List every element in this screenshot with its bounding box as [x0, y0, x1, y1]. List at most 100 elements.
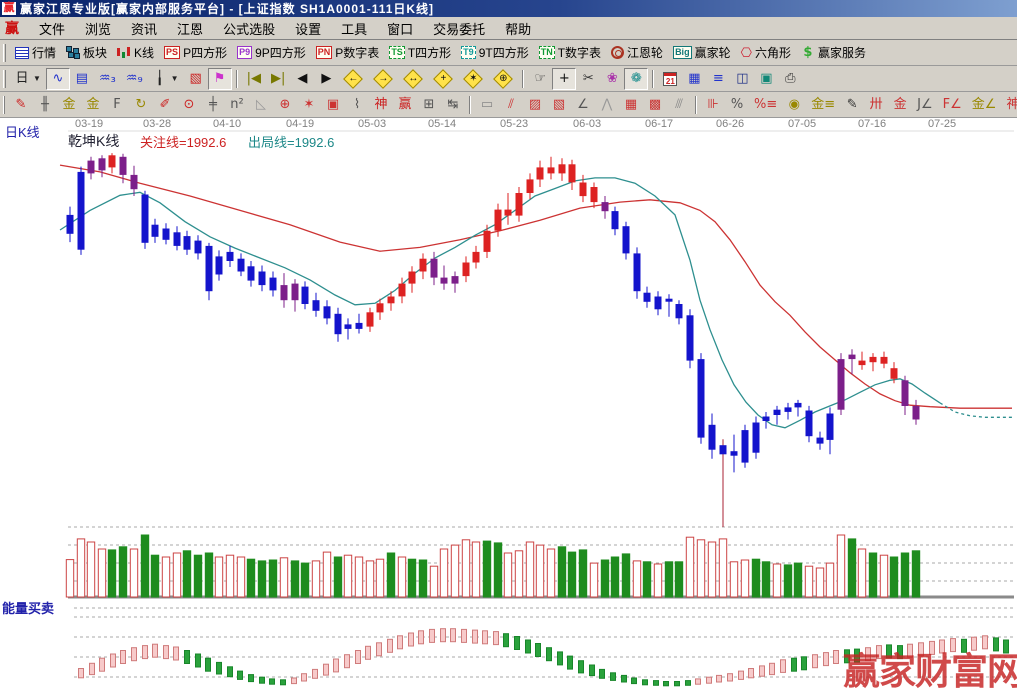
toolbar-grip[interactable] [3, 69, 6, 88]
tool-width-tool-icon[interactable]: ↹ [441, 93, 465, 116]
tool-angle-lines-icon[interactable]: ∠ [571, 93, 595, 116]
tool-gold-grid-2-icon[interactable]: 金 [81, 93, 105, 116]
tool-hand-icon[interactable]: ☞ [528, 67, 553, 90]
tool-grid-box-2-icon[interactable]: ▩ [643, 93, 667, 116]
date-axis-label: 05-03 [358, 118, 386, 130]
tool-fan-lines-icon[interactable]: ⫽ [499, 93, 523, 116]
menu-settings[interactable]: 设置 [295, 21, 322, 37]
tool-percent-ruler-icon[interactable]: ⊪ [701, 93, 725, 116]
date-axis-label: 07-05 [788, 118, 816, 130]
chart-canvas[interactable]: 03-19 03-28 04-10 04-19 05-03 05-14 05-23 06-03… [0, 118, 1017, 690]
tool-grid-red-icon[interactable]: 卅 [864, 93, 889, 116]
toolbar-grip[interactable] [3, 95, 5, 114]
tool-n2-tool-icon[interactable]: n² [225, 93, 249, 116]
tool-multi-chart-9-icon[interactable]: ♒₉ [120, 67, 148, 90]
tool-diamond-horizontal-icon[interactable]: ↔ [398, 67, 429, 90]
toolbar-button-gann-wheel[interactable]: 江恩轮 [606, 41, 669, 64]
tool-period-daily-icon[interactable]: 日 ▼ [10, 67, 46, 90]
menu-formula-stock[interactable]: 公式选股 [223, 21, 276, 37]
tool-wave-marks-icon[interactable]: ⌇ [345, 93, 369, 116]
tool-fan-box-2-icon[interactable]: ▧ [547, 93, 571, 116]
toolbar-button-t-number[interactable]: TN T数字表 [533, 41, 607, 64]
tool-gann-circle-icon[interactable]: ⊕ [273, 93, 297, 116]
tool-spiral-icon[interactable]: ↻ [129, 93, 153, 116]
tool-angle-tool-icon[interactable]: ◺ [249, 93, 273, 116]
tool-frame-icon[interactable]: ▭ [475, 93, 499, 116]
tool-gold-box-icon[interactable]: 金 [888, 93, 913, 116]
tool-quote-page-icon[interactable]: ▤ [69, 67, 94, 90]
tool-f-angle-icon[interactable]: F∠ [937, 93, 967, 116]
tool-candle-style-icon[interactable]: ╽ ▼ [147, 67, 184, 90]
tool-print-icon[interactable]: ⎙ [778, 67, 803, 90]
tool-grid-icon[interactable]: ╫ [33, 93, 57, 116]
menu-help[interactable]: 帮助 [505, 21, 532, 37]
tool-measure-pencil-icon[interactable]: ✎ [840, 93, 865, 116]
menu-browse[interactable]: 浏览 [85, 21, 112, 37]
tool-star-rays-icon[interactable]: ✶ [297, 93, 321, 116]
menu-gann[interactable]: 江恩 [177, 21, 204, 37]
menu-tools[interactable]: 工具 [341, 21, 368, 37]
toolbar-button-hexagon[interactable]: ⎔ 六角形 [735, 41, 796, 64]
tool-shen-angle-icon[interactable]: 神∠ [1001, 93, 1017, 116]
tool-gold-grid-icon[interactable]: 金 [57, 93, 81, 116]
toolbar-button-p9-square[interactable]: P9 9P四方形 [232, 41, 311, 64]
toolbar-button-winner-wheel[interactable]: Big 赢家轮 [668, 41, 736, 64]
tool-percent-lines-icon[interactable]: %≡ [749, 93, 783, 116]
tool-star-box-icon[interactable]: ▣ [321, 93, 345, 116]
toolbar-button-kline[interactable]: K线 [112, 41, 160, 64]
tool-line-chart-icon[interactable]: ∿ [45, 67, 70, 90]
tool-number-grid-icon[interactable]: ⊞ [417, 93, 441, 116]
tool-first-page-icon[interactable]: |◀ [241, 67, 266, 90]
tool-grid-box-icon[interactable]: ▦ [619, 93, 643, 116]
tool-flower-icon[interactable]: ❀ [600, 67, 625, 90]
toolbar-button-p-number[interactable]: PN P数字表 [310, 41, 385, 64]
tool-scissors-icon[interactable]: ✂ [576, 67, 601, 90]
toolbar-button-t-square[interactable]: TS T四方形 [384, 41, 457, 64]
tool-j-angle-icon[interactable]: J∠ [912, 93, 938, 116]
tool-zigzag-icon[interactable]: ⋀ [595, 93, 619, 116]
tool-gold-circle-icon[interactable]: ◉ [782, 93, 807, 116]
toolbar-button-quotes[interactable]: 行情 [10, 41, 62, 64]
tool-ying-tool-icon[interactable]: 赢 [393, 93, 417, 116]
tool-diamond-right-icon[interactable]: → [368, 67, 399, 90]
tool-diamond-left-icon[interactable]: ← [338, 67, 369, 90]
menu-info[interactable]: 资讯 [131, 21, 158, 37]
tool-next-icon[interactable]: ▶ [314, 67, 339, 90]
tool-fan-box-icon[interactable]: ▨ [523, 93, 547, 116]
tool-f-tool-icon[interactable]: F [105, 93, 129, 116]
tool-slant-lines-icon[interactable]: ⫻ [667, 93, 691, 116]
toolbar-grip[interactable] [3, 43, 6, 62]
tool-ruler-icon[interactable]: ╪ [201, 93, 225, 116]
tool-percent-icon[interactable]: % [725, 93, 749, 116]
volume-bar [150, 554, 160, 598]
toolbar-button-p-square[interactable]: PS P四方形 [159, 41, 233, 64]
tool-gold-angle-icon[interactable]: 金∠ [966, 93, 1002, 116]
menu-trade[interactable]: 交易委托 [433, 21, 486, 37]
toolbar-button-winner-service[interactable]: $ 赢家服务 [795, 41, 871, 64]
tool-diamond-star-icon[interactable]: ✶ [458, 67, 489, 90]
tool-notes-icon[interactable]: ≡ [706, 67, 731, 90]
tool-diamond-plus-icon[interactable]: + [428, 67, 459, 90]
tool-brush-icon[interactable]: ✎ [9, 93, 33, 116]
toolbar-button-t9-square[interactable]: T9 9T四方形 [456, 41, 534, 64]
tool-pencil-icon[interactable]: ✐ [153, 93, 177, 116]
tool-shen-tool-icon[interactable]: 神 [369, 93, 393, 116]
tool-calendar-21-icon[interactable]: 21 [658, 67, 683, 90]
toolbar-button-sectors[interactable]: 板块 [61, 41, 113, 64]
tool-last-page-icon[interactable]: ▶| [265, 67, 291, 90]
tool-crosshair-icon[interactable]: + [552, 67, 577, 90]
tool-multi-chart-3-icon[interactable]: ♒₃ [93, 67, 121, 90]
volume-bar [685, 536, 695, 598]
tool-color-flag-icon[interactable]: ⚑ [207, 67, 232, 90]
tool-gold-lines-icon[interactable]: 金≡ [806, 93, 841, 116]
menu-window[interactable]: 窗口 [387, 21, 414, 37]
tool-save-icon[interactable]: ◫ [730, 67, 755, 90]
menu-file[interactable]: 文件 [39, 21, 66, 37]
tool-pattern-icon[interactable]: ▧ [183, 67, 208, 90]
tool-calculator-icon[interactable]: ▦ [682, 67, 707, 90]
tool-brain-icon[interactable]: ❁ [624, 67, 649, 90]
tool-circle-arrow-icon[interactable]: ⊙ [177, 93, 201, 116]
tool-prev-icon[interactable]: ◀ [290, 67, 315, 90]
tool-diamond-circle-icon[interactable]: ⊕ [488, 67, 519, 90]
tool-image-icon[interactable]: ▣ [754, 67, 779, 90]
